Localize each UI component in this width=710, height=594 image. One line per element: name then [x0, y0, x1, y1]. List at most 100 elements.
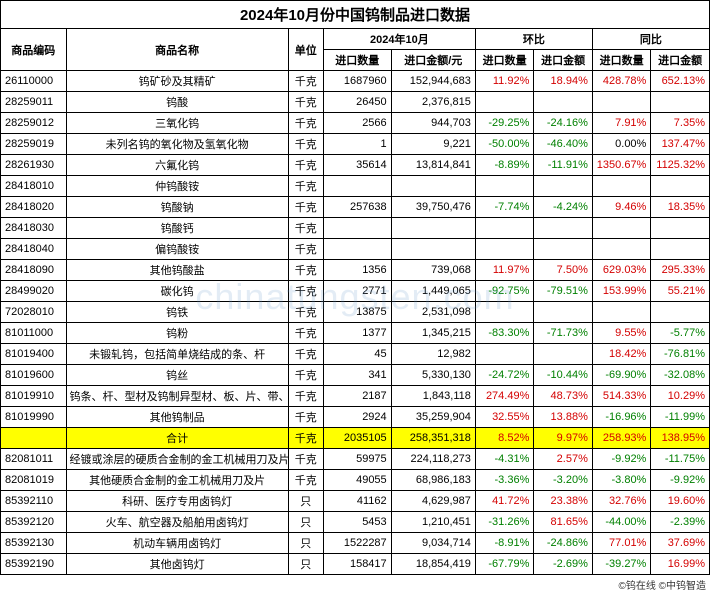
table-cell: 85392130 — [1, 533, 67, 554]
table-cell: 千克 — [288, 113, 323, 134]
table-cell: 428.78% — [592, 71, 650, 92]
table-cell — [592, 176, 650, 197]
table-cell: 652.13% — [651, 71, 710, 92]
table-cell: 机动车辆用卤钨灯 — [66, 533, 288, 554]
table-cell: 81019600 — [1, 365, 67, 386]
table-cell: 35614 — [323, 155, 391, 176]
table-cell: 10.29% — [651, 386, 710, 407]
table-cell: 45 — [323, 344, 391, 365]
table-cell: 只 — [288, 533, 323, 554]
table-cell — [534, 176, 592, 197]
table-row: 85392110科研、医疗专用卤钨灯只411624,629,98741.72%2… — [1, 491, 710, 512]
table-cell: 2566 — [323, 113, 391, 134]
table-cell: 11.92% — [475, 71, 533, 92]
table-cell: 千克 — [288, 134, 323, 155]
table-cell: 经镀或涂层的硬质合金制的金工机械用刀及片 — [66, 449, 288, 470]
header-qty: 进口数量 — [323, 50, 391, 71]
table-cell: 28259012 — [1, 113, 67, 134]
table-cell: 千克 — [288, 218, 323, 239]
table-cell: 81011000 — [1, 323, 67, 344]
table-cell: -92.75% — [475, 281, 533, 302]
table-cell: 1 — [323, 134, 391, 155]
table-cell: 85392120 — [1, 512, 67, 533]
table-cell: 81.65% — [534, 512, 592, 533]
table-cell: 85392110 — [1, 491, 67, 512]
table-cell: 三氧化钨 — [66, 113, 288, 134]
header-yoy: 同比 — [592, 29, 709, 50]
table-cell: 千克 — [288, 302, 323, 323]
table-cell: 1,843,118 — [391, 386, 475, 407]
table-cell: 其他卤钨灯 — [66, 554, 288, 575]
table-cell: 9.55% — [592, 323, 650, 344]
table-cell: 千克 — [288, 470, 323, 491]
header-amt: 进口金额/元 — [391, 50, 475, 71]
table-cell — [475, 92, 533, 113]
table-row: 81011000钨粉千克13771,345,215-83.30%-71.73%9… — [1, 323, 710, 344]
table-cell: -39.27% — [592, 554, 650, 575]
table-cell — [475, 302, 533, 323]
table-cell: 千克 — [288, 386, 323, 407]
table-cell: 7.50% — [534, 260, 592, 281]
header-code: 商品编码 — [1, 29, 67, 71]
table-cell: -24.16% — [534, 113, 592, 134]
table-cell: 11.97% — [475, 260, 533, 281]
header-unit: 单位 — [288, 29, 323, 71]
table-cell: 千克 — [288, 176, 323, 197]
header-name: 商品名称 — [66, 29, 288, 71]
table-cell: 1,449,065 — [391, 281, 475, 302]
table-row: 81019910钨条、杆、型材及钨制异型材、板、片、带、箔千克21871,843… — [1, 386, 710, 407]
table-cell: 26110000 — [1, 71, 67, 92]
header-mom: 环比 — [475, 29, 592, 50]
table-cell: 2,531,098 — [391, 302, 475, 323]
table-cell: 224,118,273 — [391, 449, 475, 470]
table-cell: -5.77% — [651, 323, 710, 344]
table-cell: 152,944,683 — [391, 71, 475, 92]
table-cell — [475, 176, 533, 197]
table-cell: -50.00% — [475, 134, 533, 155]
table-cell — [651, 239, 710, 260]
table-cell: 72028010 — [1, 302, 67, 323]
table-cell: 合计 — [66, 428, 288, 449]
table-cell — [534, 92, 592, 113]
table-cell: 739,068 — [391, 260, 475, 281]
table-cell: 23.38% — [534, 491, 592, 512]
table-cell: -67.79% — [475, 554, 533, 575]
table-cell: 偏钨酸铵 — [66, 239, 288, 260]
table-cell: 钨丝 — [66, 365, 288, 386]
table-cell: 944,703 — [391, 113, 475, 134]
table-cell: 13875 — [323, 302, 391, 323]
table-cell: 13,814,841 — [391, 155, 475, 176]
table-cell: -4.31% — [475, 449, 533, 470]
table-cell: 钨酸钙 — [66, 218, 288, 239]
table-cell: -9.92% — [651, 470, 710, 491]
table-cell: 341 — [323, 365, 391, 386]
table-cell: 未锻轧钨，包括简单烧结成的条、杆 — [66, 344, 288, 365]
header-yoy-qty: 进口数量 — [592, 50, 650, 71]
table-row: 81019600钨丝千克3415,330,130-24.72%-10.44%-6… — [1, 365, 710, 386]
table-cell: -24.86% — [534, 533, 592, 554]
table-cell: 16.99% — [651, 554, 710, 575]
table-row: 28259012三氧化钨千克2566944,703-29.25%-24.16%7… — [1, 113, 710, 134]
table-cell: 68,986,183 — [391, 470, 475, 491]
table-cell: -29.25% — [475, 113, 533, 134]
table-cell: 28418040 — [1, 239, 67, 260]
table-cell: 153.99% — [592, 281, 650, 302]
table-cell: -11.75% — [651, 449, 710, 470]
table-cell: 只 — [288, 512, 323, 533]
table-cell: 28261930 — [1, 155, 67, 176]
table-cell — [534, 218, 592, 239]
table-cell — [391, 218, 475, 239]
table-row: 28418020钨酸钠千克25763839,750,476-7.74%-4.24… — [1, 197, 710, 218]
table-cell: 258.93% — [592, 428, 650, 449]
table-cell — [592, 239, 650, 260]
table-cell — [323, 218, 391, 239]
table-cell: -83.30% — [475, 323, 533, 344]
table-cell: 28259011 — [1, 92, 67, 113]
table-cell: 千克 — [288, 428, 323, 449]
table-row: 28261930六氟化钨千克3561413,814,841-8.89%-11.9… — [1, 155, 710, 176]
table-cell: 1522287 — [323, 533, 391, 554]
table-cell: 钨铁 — [66, 302, 288, 323]
table-cell: 7.91% — [592, 113, 650, 134]
table-cell: 18.42% — [592, 344, 650, 365]
table-cell: 钨酸 — [66, 92, 288, 113]
